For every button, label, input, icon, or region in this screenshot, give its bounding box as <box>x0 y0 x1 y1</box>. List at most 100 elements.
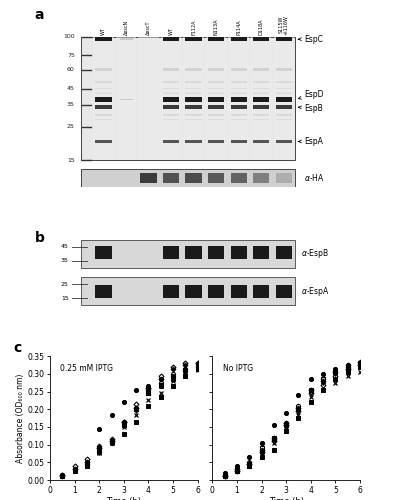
Text: a: a <box>34 8 44 22</box>
Bar <box>276 246 292 259</box>
Bar <box>276 173 292 182</box>
Bar <box>116 36 136 160</box>
Bar <box>253 140 269 143</box>
Text: EspB: EspB <box>298 104 323 113</box>
Bar <box>276 114 292 116</box>
Bar <box>81 277 295 306</box>
Text: EspC: EspC <box>298 34 323 43</box>
Bar <box>163 173 179 182</box>
Bar <box>208 98 224 102</box>
Bar <box>230 37 247 41</box>
Bar <box>230 140 247 143</box>
Bar <box>276 88 292 90</box>
Bar <box>208 68 224 71</box>
Bar <box>163 92 179 94</box>
Bar <box>253 92 269 94</box>
Bar <box>163 285 179 298</box>
Bar <box>96 140 112 143</box>
Bar <box>230 88 247 90</box>
Bar <box>206 36 226 160</box>
Text: $\alpha$-EspB: $\alpha$-EspB <box>301 248 329 260</box>
Bar <box>163 88 179 90</box>
Bar <box>186 246 202 259</box>
Text: P114A: P114A <box>236 19 241 34</box>
Bar <box>96 92 112 94</box>
Bar <box>276 68 292 71</box>
Bar <box>230 285 247 298</box>
Bar <box>163 98 179 102</box>
Bar <box>208 80 224 83</box>
Text: $\alpha$-EspA: $\alpha$-EspA <box>301 285 330 298</box>
Bar <box>163 68 179 71</box>
Bar <box>96 80 112 83</box>
Text: EspD: EspD <box>298 90 324 99</box>
Bar <box>230 114 247 116</box>
Bar <box>253 68 269 71</box>
Bar <box>253 105 269 108</box>
Text: 35: 35 <box>61 258 69 264</box>
Text: 15: 15 <box>67 158 75 162</box>
Bar <box>230 92 247 94</box>
Bar <box>96 285 112 298</box>
Bar <box>96 246 112 259</box>
Bar <box>96 105 112 108</box>
Bar <box>208 140 224 143</box>
Text: 75: 75 <box>67 53 75 58</box>
Bar <box>96 119 112 120</box>
Bar <box>253 98 269 102</box>
Bar <box>253 88 269 90</box>
Bar <box>96 37 112 41</box>
Bar <box>208 92 224 94</box>
Bar <box>230 68 247 71</box>
Text: WT: WT <box>168 27 174 34</box>
Bar <box>163 37 179 41</box>
Bar <box>208 105 224 108</box>
Text: EspA: EspA <box>298 137 323 146</box>
Bar <box>276 119 292 120</box>
Bar <box>251 36 271 160</box>
Bar <box>163 246 179 259</box>
Text: F112A: F112A <box>191 19 196 34</box>
Bar <box>96 88 112 90</box>
Text: $\alpha$-HA: $\alpha$-HA <box>304 172 325 184</box>
Bar <box>208 37 224 41</box>
Bar <box>163 105 179 108</box>
Bar <box>230 98 247 102</box>
Bar <box>276 37 292 41</box>
Text: 100: 100 <box>63 34 75 39</box>
Bar <box>93 36 114 160</box>
Bar <box>230 173 247 182</box>
Bar <box>276 140 292 143</box>
Bar <box>253 114 269 116</box>
Bar <box>276 80 292 83</box>
Bar <box>186 88 202 90</box>
Bar <box>208 88 224 90</box>
Text: 35: 35 <box>67 102 75 108</box>
Bar <box>186 119 202 120</box>
Y-axis label: Absorbance (OD₆₀₀ nm): Absorbance (OD₆₀₀ nm) <box>16 374 25 463</box>
Bar <box>186 68 202 71</box>
Text: b: b <box>34 230 44 244</box>
Bar <box>253 37 269 41</box>
Bar <box>208 173 224 182</box>
Bar <box>120 38 132 40</box>
Bar <box>208 246 224 259</box>
Bar <box>184 36 204 160</box>
Bar <box>276 92 292 94</box>
Bar <box>230 80 247 83</box>
Bar <box>186 92 202 94</box>
Bar <box>230 246 247 259</box>
Text: 25: 25 <box>61 282 69 286</box>
Bar <box>186 37 202 41</box>
Bar <box>253 173 269 182</box>
Bar <box>186 114 202 116</box>
Bar <box>208 285 224 298</box>
Text: No IPTG: No IPTG <box>223 364 253 372</box>
Bar <box>138 36 159 160</box>
Bar <box>81 240 295 268</box>
Bar <box>163 114 179 116</box>
Bar <box>186 140 202 143</box>
Bar <box>208 119 224 120</box>
X-axis label: Time (h): Time (h) <box>106 498 141 500</box>
Bar <box>230 105 247 108</box>
